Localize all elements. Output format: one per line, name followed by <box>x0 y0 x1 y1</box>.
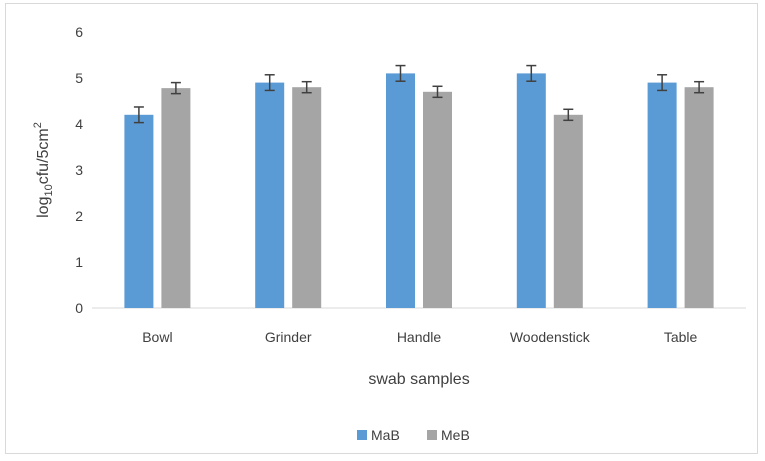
bar-meb-table <box>684 87 714 308</box>
bar-mab-handle <box>386 73 415 309</box>
x-tick-label: Woodenstick <box>510 329 591 345</box>
error-bar-meb-table <box>694 80 705 94</box>
y-axis-label-base: log <box>35 197 52 218</box>
legend-item-mab: MaB <box>357 427 400 443</box>
x-tick-labels: Bowl Grinder Handle Woodenstick Table <box>142 329 697 345</box>
y-tick-label: 1 <box>75 254 83 270</box>
bar-meb-woodenstick <box>553 114 583 308</box>
error-bar-mab-bowl <box>133 106 144 124</box>
y-tick-label: 6 <box>75 24 83 40</box>
bar-meb-handle <box>423 91 452 308</box>
y-tick-label: 4 <box>75 116 83 132</box>
bars <box>124 73 714 309</box>
y-axis-label: log10cfu/5cm2 <box>32 122 55 218</box>
y-axis-label-sub: 10 <box>43 184 55 196</box>
error-bar-mab-grinder <box>264 74 275 92</box>
bar-chart: 0 1 2 3 4 5 6 Bowl Grinder Handle Woodenstick Tabl… <box>32 24 746 443</box>
y-tick-label: 2 <box>75 208 83 224</box>
error-bar-meb-grinder <box>301 80 312 94</box>
y-axis-label-sup: 2 <box>32 122 44 128</box>
legend-swatch <box>357 430 367 440</box>
bar-mab-woodenstick <box>516 73 546 309</box>
x-tick-label: Bowl <box>142 329 172 345</box>
chart-frame: 0 1 2 3 4 5 6 Bowl Grinder Handle Woodenstick Tabl… <box>5 3 758 454</box>
bar-mab-bowl <box>124 114 154 308</box>
legend-swatch <box>427 430 437 440</box>
error-bar-meb-woodenstick <box>563 108 574 122</box>
error-bar-mab-woodenstick <box>526 64 537 82</box>
error-bar-meb-bowl <box>170 81 181 95</box>
bar-mab-table <box>647 82 677 308</box>
legend-label: MaB <box>371 427 400 443</box>
x-tick-label: Grinder <box>265 329 312 345</box>
x-tick-label: Handle <box>397 329 442 345</box>
bar-meb-grinder <box>292 87 322 308</box>
error-bar-mab-table <box>657 74 668 92</box>
error-bar-mab-handle <box>395 64 406 82</box>
error-bar-meb-handle <box>432 85 443 99</box>
legend-label: MeB <box>441 427 470 443</box>
y-tick-label: 3 <box>75 162 83 178</box>
y-tick-labels: 0 1 2 3 4 5 6 <box>75 24 83 316</box>
y-tick-label: 5 <box>75 70 83 86</box>
x-tick-label: Table <box>664 329 698 345</box>
error-bars <box>133 64 705 124</box>
legend: MaB MeB <box>357 427 470 443</box>
legend-item-meb: MeB <box>427 427 470 443</box>
bar-mab-grinder <box>255 82 285 308</box>
y-tick-label: 0 <box>75 300 83 316</box>
y-axis-label-mid: cfu/5cm <box>35 128 52 184</box>
x-axis-label: swab samples <box>368 371 469 388</box>
bar-meb-bowl <box>161 88 191 309</box>
